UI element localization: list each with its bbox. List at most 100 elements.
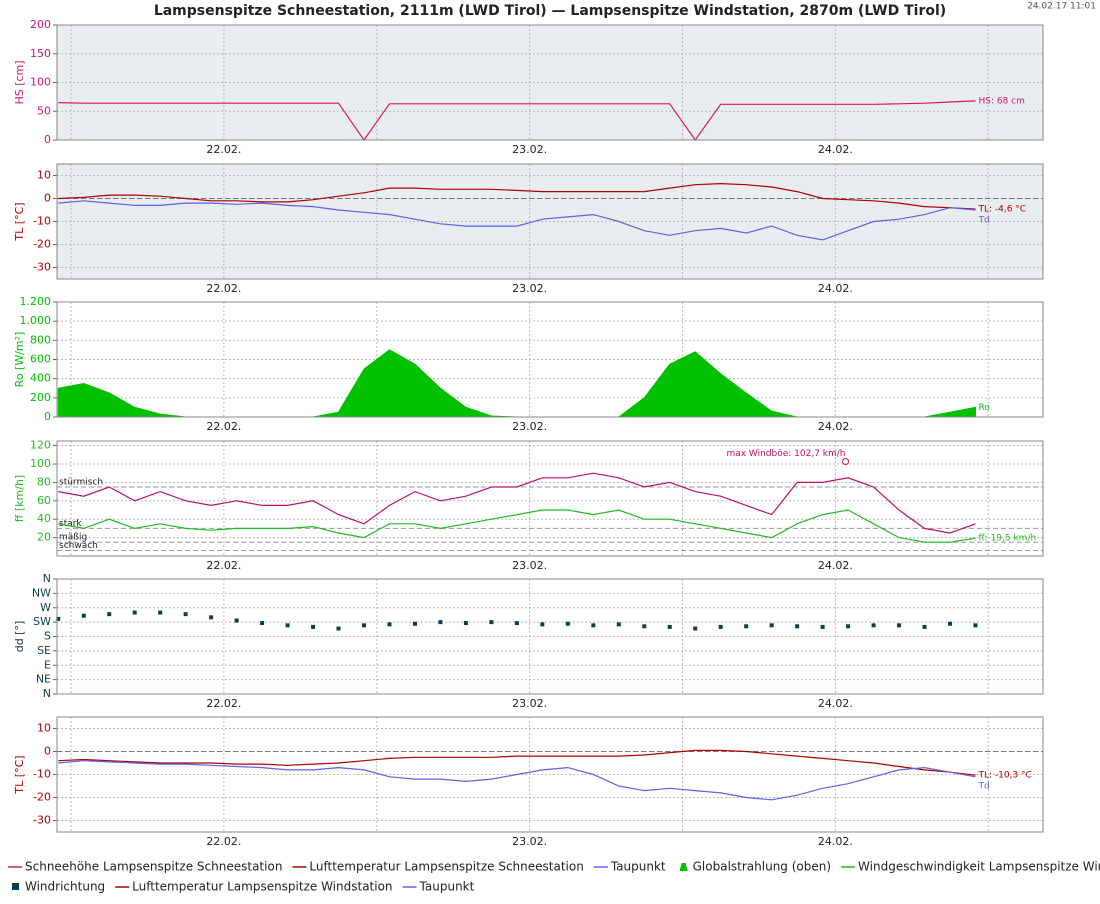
legend-label: Globalstrahlung (oben) xyxy=(693,860,831,874)
threshold-label: stürmisch xyxy=(59,478,103,488)
y-tick-label: 150 xyxy=(30,47,51,60)
point xyxy=(438,620,443,625)
point xyxy=(132,610,137,615)
threshold-label: schwach xyxy=(59,541,98,551)
x-tick-label: 24.02. xyxy=(818,420,853,433)
y-tick-label: W xyxy=(40,601,51,614)
point xyxy=(107,612,112,617)
x-tick-label: 23.02. xyxy=(512,420,547,433)
point xyxy=(616,622,621,627)
y-tick-label: 10 xyxy=(37,722,51,735)
y-tick-label: 100 xyxy=(30,457,51,470)
point xyxy=(56,616,61,621)
y-tick-label: 10 xyxy=(37,169,51,182)
point xyxy=(718,624,723,629)
y-tick-label: -30 xyxy=(33,814,51,827)
y-tick-label: 0 xyxy=(44,192,51,205)
point xyxy=(489,620,494,625)
end-label: HS: 68 cm xyxy=(978,96,1024,106)
y-tick-label: 0 xyxy=(44,745,51,758)
point xyxy=(412,621,417,626)
point xyxy=(514,621,519,626)
point xyxy=(183,612,188,617)
y-tick-label: 100 xyxy=(30,76,51,89)
y-tick-label: -10 xyxy=(33,768,51,781)
point xyxy=(693,626,698,631)
point xyxy=(948,621,953,626)
point xyxy=(897,623,902,628)
y-axis-label: ff [km/h] xyxy=(13,475,26,522)
end-label: ff: 19,5 km/h xyxy=(978,534,1036,544)
max-marker xyxy=(842,458,850,466)
legend-marker xyxy=(12,883,19,890)
plot-background xyxy=(57,441,1043,556)
y-tick-label: 120 xyxy=(30,439,51,452)
y-tick-label: SE xyxy=(37,644,51,657)
y-tick-label: 80 xyxy=(37,475,51,488)
plot-frame xyxy=(56,24,1044,141)
y-tick-label: N xyxy=(43,572,51,585)
y-axis-label: TL [°C] xyxy=(13,202,26,241)
point xyxy=(260,621,265,626)
point xyxy=(744,624,749,629)
legend-item: Windrichtung xyxy=(12,880,105,894)
plot-frame xyxy=(56,716,1044,833)
threshold-label: mäßig xyxy=(59,533,87,543)
plot-frame xyxy=(56,578,1044,695)
y-axis-label: HS [cm] xyxy=(13,60,26,104)
end-label: Td xyxy=(977,216,989,226)
y-tick-label: NW xyxy=(32,586,51,599)
point xyxy=(81,613,86,618)
point xyxy=(209,615,214,620)
y-tick-label: S xyxy=(44,630,51,643)
legend-item: Schneehöhe Lampsenspitze Schneestation xyxy=(8,860,282,874)
y-tick-label: 600 xyxy=(30,353,51,366)
y-tick-label: 60 xyxy=(37,494,51,507)
legend-item: Lufttemperatur Lampsenspitze Schneestati… xyxy=(292,860,584,874)
series-line xyxy=(58,200,976,241)
legend-item: Globalstrahlung (oben) xyxy=(679,860,831,874)
y-tick-label: 1.000 xyxy=(20,314,52,327)
y-tick-label: E xyxy=(44,658,51,671)
series-line xyxy=(58,749,976,776)
timestamp: 24.02.17 11:01 xyxy=(1027,2,1096,12)
x-tick-label: 22.02. xyxy=(206,835,241,848)
legend-item: Lufttemperatur Lampsenspitze Windstation xyxy=(115,880,393,894)
x-tick-label: 22.02. xyxy=(206,697,241,710)
x-tick-label: 24.02. xyxy=(818,282,853,295)
y-tick-label: -30 xyxy=(33,261,51,274)
point xyxy=(591,623,596,628)
plot-frame xyxy=(56,163,1044,280)
point xyxy=(642,624,647,629)
point xyxy=(846,624,851,629)
x-tick-label: 23.02. xyxy=(512,835,547,848)
point xyxy=(387,622,392,627)
legend-label: Lufttemperatur Lampsenspitze Windstation xyxy=(132,880,392,894)
series-line xyxy=(58,182,976,210)
y-tick-label: N xyxy=(43,687,51,700)
legend-label: Taupunkt xyxy=(610,860,666,874)
point xyxy=(285,623,290,628)
point xyxy=(540,622,545,627)
series-line xyxy=(58,509,976,543)
end-label: Ro xyxy=(978,403,990,413)
y-tick-label: 20 xyxy=(37,531,51,544)
legend-item: Windgeschwindigkeit Lampsenspitze Windst… xyxy=(841,860,1100,874)
y-tick-label: -20 xyxy=(33,791,51,804)
series-line xyxy=(58,760,976,801)
y-tick-label: -10 xyxy=(33,215,51,228)
x-tick-label: 22.02. xyxy=(206,559,241,572)
x-tick-label: 23.02. xyxy=(512,559,547,572)
legend-label: Lufttemperatur Lampsenspitze Schneestati… xyxy=(309,860,583,874)
legend-label: Taupunkt xyxy=(419,880,475,894)
series-line xyxy=(58,472,976,534)
y-tick-label: -20 xyxy=(33,238,51,251)
x-tick-label: 22.02. xyxy=(206,282,241,295)
point xyxy=(795,624,800,629)
end-label: TL: -4,6 °C xyxy=(977,205,1026,215)
threshold-label: stark xyxy=(59,519,82,529)
x-tick-label: 23.02. xyxy=(512,143,547,156)
point xyxy=(922,624,927,629)
legend-label: Schneehöhe Lampsenspitze Schneestation xyxy=(25,860,282,874)
